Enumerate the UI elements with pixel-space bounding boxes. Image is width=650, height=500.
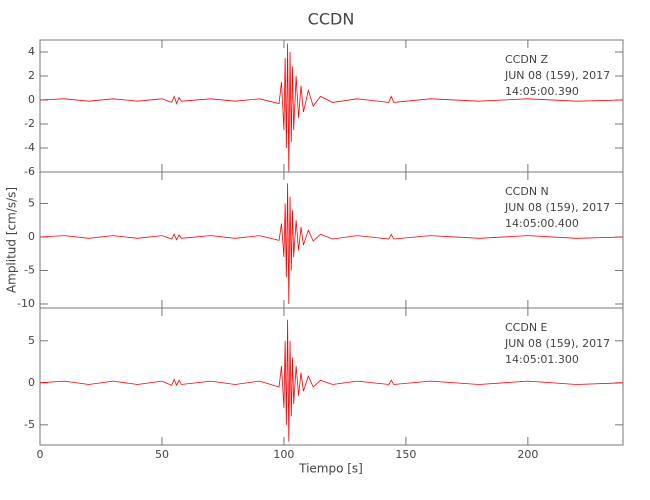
- y-tick-label: -6: [24, 165, 35, 178]
- waveform: [39, 319, 624, 442]
- x-tick-label: 50: [155, 448, 169, 461]
- station-annotation: JUN 08 (159), 2017: [504, 69, 610, 82]
- y-axis-label: Amplitud [cm/s/s]: [5, 187, 19, 293]
- y-tick-label: -10: [17, 297, 35, 310]
- station-annotation: 14:05:01.300: [505, 353, 579, 366]
- station-annotation: CCDN Z: [505, 53, 549, 66]
- y-tick-label: -5: [24, 418, 35, 431]
- y-tick-label: -2: [24, 117, 35, 130]
- y-tick-label: 2: [28, 69, 35, 82]
- station-annotation: 14:05:00.390: [505, 85, 579, 98]
- station-annotation: CCDN N: [505, 185, 549, 198]
- waveform: [39, 183, 624, 304]
- y-tick-label: 4: [28, 45, 35, 58]
- y-tick-label: -4: [24, 141, 35, 154]
- x-tick-label: 200: [517, 448, 538, 461]
- waveform: [39, 43, 624, 173]
- x-tick-label: 100: [273, 448, 294, 461]
- y-tick-label: -5: [24, 263, 35, 276]
- y-tick-label: 0: [28, 376, 35, 389]
- x-axis-label: Tiempo [s]: [298, 462, 363, 476]
- chart-title: CCDN: [308, 10, 355, 29]
- station-annotation: CCDN E: [505, 321, 548, 334]
- station-annotation: JUN 08 (159), 2017: [504, 201, 610, 214]
- station-annotation: JUN 08 (159), 2017: [504, 337, 610, 350]
- x-tick-label: 150: [395, 448, 416, 461]
- y-tick-label: 5: [28, 196, 35, 209]
- x-tick-label: 0: [37, 448, 44, 461]
- y-tick-label: 0: [28, 93, 35, 106]
- station-annotation: 14:05:00.400: [505, 217, 579, 230]
- y-tick-label: 0: [28, 230, 35, 243]
- y-tick-label: 5: [28, 334, 35, 347]
- panel-frame: [39, 307, 624, 446]
